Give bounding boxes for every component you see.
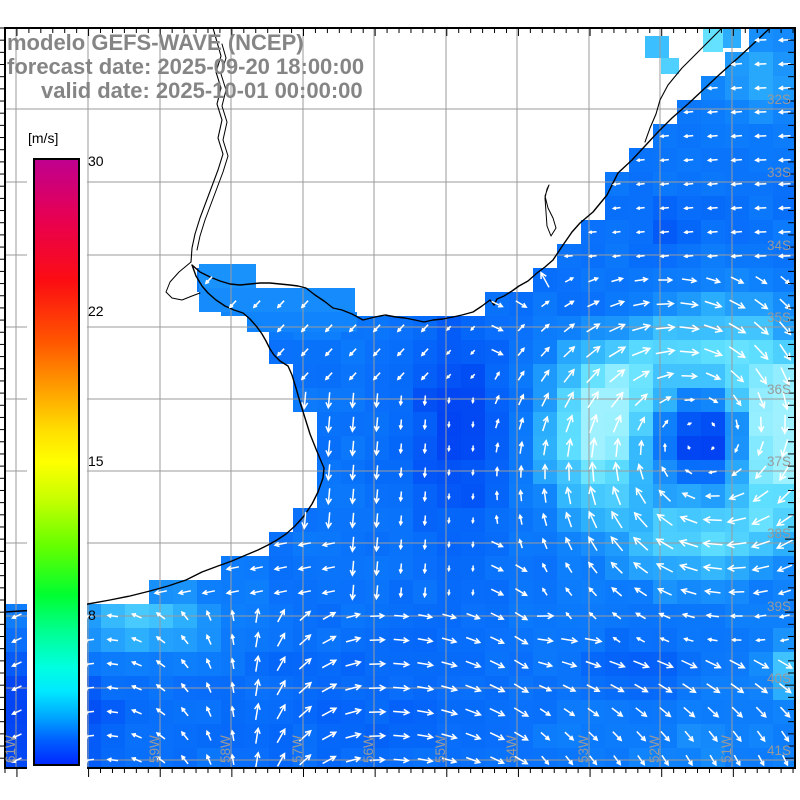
coastline: [4, 27, 771, 613]
colorbar-tick-label: 15: [88, 453, 104, 470]
svg-text:34S: 34S: [767, 238, 791, 253]
forecast-date: forecast date: 2025-09-20 18:00:00: [7, 54, 365, 79]
frame-ticks: [0, 27, 795, 777]
colorbar-gradient: [33, 158, 80, 766]
wave-arrows: [11, 37, 794, 768]
colorbar-tick-label: 8: [88, 607, 96, 623]
grid-lines: [5, 28, 795, 768]
svg-text:41S: 41S: [767, 743, 791, 758]
svg-text:54W: 54W: [504, 735, 519, 763]
svg-text:58W: 58W: [218, 735, 233, 763]
colorbar-tick-label: 30: [88, 153, 104, 170]
svg-text:61W: 61W: [3, 735, 18, 763]
valid-date: valid date: 2025-10-01 00:00:00: [41, 78, 363, 103]
svg-text:59W: 59W: [147, 735, 162, 763]
colorbar-unit-label: [m/s]: [28, 130, 59, 146]
svg-text:37S: 37S: [767, 454, 791, 469]
svg-text:55W: 55W: [433, 735, 448, 763]
svg-text:51W: 51W: [719, 735, 734, 763]
lat-labels: 32S 33S 34S 35S 36S 37S 38S 39S 40S 41S: [767, 92, 791, 758]
svg-text:53W: 53W: [576, 735, 591, 763]
svg-text:38S: 38S: [767, 526, 791, 541]
svg-text:35S: 35S: [767, 310, 791, 325]
map-frame: [4, 27, 796, 769]
svg-text:36S: 36S: [767, 382, 791, 397]
svg-text:32S: 32S: [767, 92, 791, 107]
svg-text:39S: 39S: [767, 599, 791, 614]
model-title: modelo GEFS-WAVE (NCEP): [7, 30, 304, 55]
svg-text:33S: 33S: [767, 165, 791, 180]
svg-text:57W: 57W: [290, 735, 305, 763]
svg-text:40S: 40S: [767, 671, 791, 686]
svg-text:52W: 52W: [647, 735, 662, 763]
svg-text:56W: 56W: [361, 735, 376, 763]
colorbar-tick-label: 22: [88, 303, 104, 319]
ocean-cells: [5, 28, 795, 768]
